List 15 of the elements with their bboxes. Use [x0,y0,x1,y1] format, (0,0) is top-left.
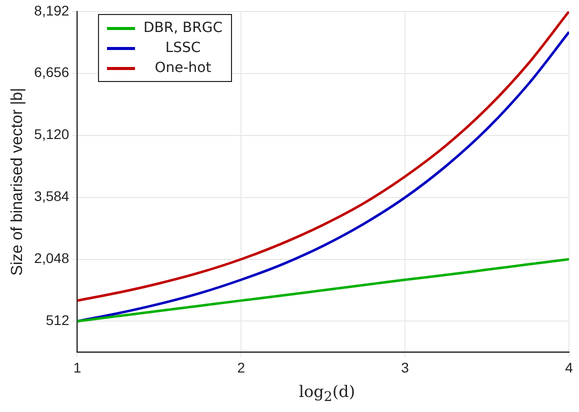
y-tick-label: 2,048 [34,250,70,266]
x-tick-label: 2 [237,359,246,376]
x-tick-label: 4 [565,359,574,376]
y-tick-label: 512 [46,312,70,328]
legend-label: LSSC [164,40,202,56]
y-tick-label: 8,192 [34,2,70,18]
x-tick-label: 3 [401,359,410,376]
y-tick-label: 6,656 [34,64,70,80]
legend-label: One-hot [154,60,212,76]
x-axis-title: log$_{2}$(d) [298,382,356,406]
y-tick-label: 3,584 [34,188,70,204]
legend-label: DBR, BRGC [143,20,223,36]
x-tick-label: 1 [73,359,82,376]
y-tick-label: 5,120 [34,126,70,142]
y-axis-title: Size of binarised vector |b| [9,88,26,276]
